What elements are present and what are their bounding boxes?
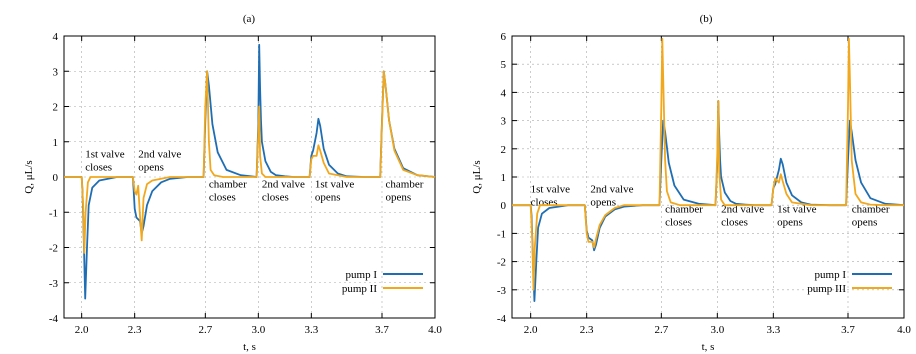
annotation-line: opens	[315, 192, 341, 204]
annotation-line: opens	[777, 216, 803, 228]
y-tick-label: 1	[501, 172, 507, 184]
x-tick-label: 3.3	[766, 324, 780, 336]
annotation-line: chamber	[852, 203, 890, 215]
y-tick-label: -4	[497, 313, 507, 325]
annotation-line: 2nd valve	[590, 184, 633, 196]
chart-panel-b: (b) -4 -3 -2 -1 0 1 2 3 4 5 6 2.0 2.3 2.7 3.0 3.3 3.7 4.0 t…	[471, 13, 911, 353]
annotation-line: closes	[262, 192, 289, 204]
y-tick-label: 3	[53, 66, 59, 78]
x-tick-label: 2.3	[580, 324, 594, 336]
annotation-line: 1st valve	[85, 149, 125, 161]
y-axis-label: Q, μL/s	[471, 160, 483, 193]
x-axis-label: t, s	[243, 341, 256, 353]
annotation-line: 1st valve	[777, 203, 817, 215]
legend-label: pump I	[346, 269, 378, 281]
x-tick-label: 2.0	[75, 324, 89, 336]
annotation-label: 2nd valve closes	[721, 203, 764, 228]
x-tick-label: 3.7	[841, 324, 855, 336]
annotation-label: 2nd valve closes	[262, 179, 305, 204]
annotation-label: chamber opens	[852, 203, 890, 228]
annotation-label: 2nd valve opens	[590, 184, 633, 209]
legend-label: pump II	[342, 283, 377, 295]
annotation-line: chamber	[209, 179, 247, 191]
y-tick-label: 2	[53, 102, 59, 114]
annotation-label: chamber closes	[665, 203, 703, 228]
annotation-line: 2nd valve	[721, 203, 764, 215]
y-tick-label: 4	[53, 31, 59, 43]
annotation-label: 2nd valve opens	[138, 149, 181, 174]
y-tick-label: 0	[501, 200, 507, 212]
annotation-label: 1st valve opens	[777, 203, 817, 228]
annotation-line: opens	[386, 192, 412, 204]
x-tick-label: 3.3	[304, 324, 318, 336]
x-tick-label: 2.0	[524, 324, 538, 336]
annotation-label: chamber closes	[209, 179, 247, 204]
y-tick-label: 4	[501, 87, 507, 99]
annotation-line: closes	[665, 216, 692, 228]
chart-title: (a)	[243, 13, 256, 25]
series-line-pump-i	[64, 43, 436, 300]
annotation-label: 1st valve closes	[85, 149, 125, 174]
y-tick-label: 5	[501, 59, 507, 71]
y-tick-label: -2	[497, 257, 506, 269]
annotation-line: closes	[85, 162, 112, 174]
x-tick-label: 3.0	[251, 324, 265, 336]
x-tick-label: 4.0	[897, 324, 911, 336]
x-tick-label: 3.7	[375, 324, 389, 336]
y-tick-label: 2	[501, 144, 507, 156]
legend-label: pump III	[807, 283, 846, 295]
y-tick-label: -3	[497, 285, 507, 297]
series-line-pump-ii	[64, 70, 436, 254]
annotation-line: 2nd valve	[262, 179, 305, 191]
annotation-line: closes	[721, 216, 748, 228]
y-axis-label: Q, μL/s	[23, 160, 35, 193]
annotation-line: opens	[852, 216, 878, 228]
x-tick-label: 2.7	[198, 324, 212, 336]
x-tick-label: 3.0	[710, 324, 724, 336]
annotation-line: 1st valve	[531, 184, 571, 196]
annotation-line: 1st valve	[315, 179, 355, 191]
legend-label: pump I	[815, 269, 847, 281]
x-tick-label: 2.7	[654, 324, 668, 336]
annotation-line: opens	[138, 162, 164, 174]
y-tick-label: 3	[501, 116, 507, 128]
annotation-line: 2nd valve	[138, 149, 181, 161]
series-line-pump-iii	[512, 37, 904, 291]
y-tick-label: 1	[53, 137, 59, 149]
y-tick-label: -3	[49, 278, 59, 290]
y-tick-label: -4	[49, 313, 59, 325]
y-tick-label: 0	[53, 172, 59, 184]
y-tick-label: -1	[497, 228, 506, 240]
annotation-line: chamber	[665, 203, 703, 215]
annotation-line: chamber	[386, 179, 424, 191]
y-tick-label: -2	[49, 243, 58, 255]
chart-panel-a: (a) -4 -3 -2 -1 0 1 2 3 4 2.0 2.3 2.7 3.0 3.3 3.7 4.0 t, …	[23, 13, 442, 353]
x-axis-label: t, s	[702, 341, 715, 353]
annotation-label: 1st valve opens	[315, 179, 355, 204]
annotation-label: chamber opens	[386, 179, 424, 204]
y-tick-label: -1	[49, 207, 58, 219]
chart-title: (b)	[700, 13, 713, 25]
annotation-line: opens	[590, 197, 616, 209]
x-tick-label: 2.3	[128, 324, 142, 336]
annotation-line: closes	[209, 192, 236, 204]
x-tick-label: 4.0	[428, 324, 442, 336]
y-tick-label: 6	[501, 31, 507, 43]
